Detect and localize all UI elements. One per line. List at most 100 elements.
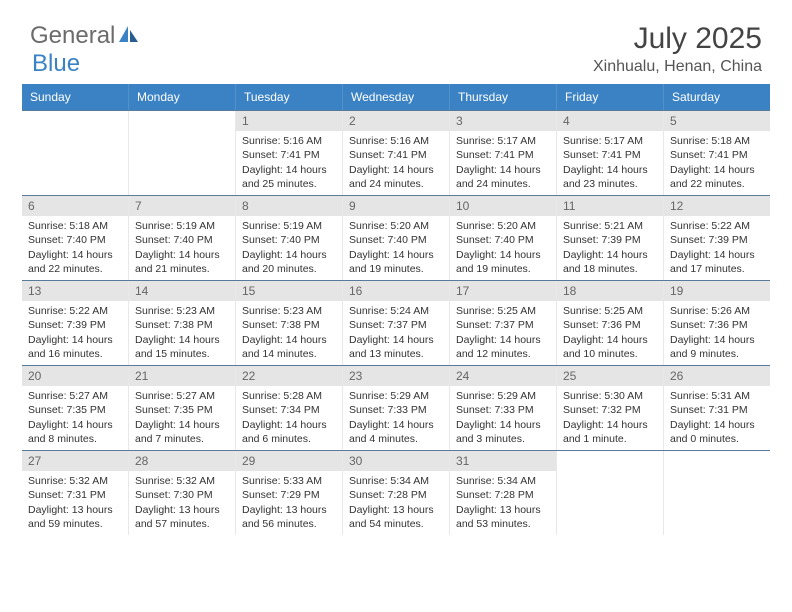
day-number: 28 [129, 451, 235, 471]
calendar-cell: 6Sunrise: 5:18 AMSunset: 7:40 PMDaylight… [22, 196, 129, 280]
calendar-row: 1Sunrise: 5:16 AMSunset: 7:41 PMDaylight… [22, 110, 770, 195]
day-text: Sunrise: 5:25 AMSunset: 7:36 PMDaylight:… [557, 301, 663, 365]
day-number: 18 [557, 281, 663, 301]
day-text: Sunrise: 5:34 AMSunset: 7:28 PMDaylight:… [450, 471, 556, 535]
title-block: July 2025 Xinhualu, Henan, China [593, 22, 762, 76]
day-text: Sunrise: 5:20 AMSunset: 7:40 PMDaylight:… [450, 216, 556, 280]
day-text: Sunrise: 5:18 AMSunset: 7:41 PMDaylight:… [664, 131, 770, 195]
calendar-cell: 1Sunrise: 5:16 AMSunset: 7:41 PMDaylight… [236, 111, 343, 195]
calendar-cell: 30Sunrise: 5:34 AMSunset: 7:28 PMDayligh… [343, 451, 450, 535]
calendar-cell: 22Sunrise: 5:28 AMSunset: 7:34 PMDayligh… [236, 366, 343, 450]
day-number: 20 [22, 366, 128, 386]
sail-icon [118, 22, 140, 50]
calendar: SundayMondayTuesdayWednesdayThursdayFrid… [0, 84, 792, 535]
day-number: 8 [236, 196, 342, 216]
day-number: 31 [450, 451, 556, 471]
day-text: Sunrise: 5:31 AMSunset: 7:31 PMDaylight:… [664, 386, 770, 450]
day-number: 13 [22, 281, 128, 301]
day-text: Sunrise: 5:16 AMSunset: 7:41 PMDaylight:… [236, 131, 342, 195]
day-text: Sunrise: 5:27 AMSunset: 7:35 PMDaylight:… [22, 386, 128, 450]
calendar-cell: 27Sunrise: 5:32 AMSunset: 7:31 PMDayligh… [22, 451, 129, 535]
calendar-row: 27Sunrise: 5:32 AMSunset: 7:31 PMDayligh… [22, 450, 770, 535]
day-number: 2 [343, 111, 449, 131]
calendar-cell: 5Sunrise: 5:18 AMSunset: 7:41 PMDaylight… [664, 111, 770, 195]
day-text: Sunrise: 5:21 AMSunset: 7:39 PMDaylight:… [557, 216, 663, 280]
calendar-header-cell: Thursday [450, 84, 557, 110]
calendar-cell: 7Sunrise: 5:19 AMSunset: 7:40 PMDaylight… [129, 196, 236, 280]
day-text: Sunrise: 5:33 AMSunset: 7:29 PMDaylight:… [236, 471, 342, 535]
day-number [129, 111, 235, 131]
calendar-cell: 2Sunrise: 5:16 AMSunset: 7:41 PMDaylight… [343, 111, 450, 195]
day-number: 10 [450, 196, 556, 216]
calendar-cell: 8Sunrise: 5:19 AMSunset: 7:40 PMDaylight… [236, 196, 343, 280]
day-text: Sunrise: 5:16 AMSunset: 7:41 PMDaylight:… [343, 131, 449, 195]
day-text: Sunrise: 5:18 AMSunset: 7:40 PMDaylight:… [22, 216, 128, 280]
day-text: Sunrise: 5:28 AMSunset: 7:34 PMDaylight:… [236, 386, 342, 450]
day-number: 27 [22, 451, 128, 471]
calendar-header-cell: Tuesday [236, 84, 343, 110]
day-text: Sunrise: 5:19 AMSunset: 7:40 PMDaylight:… [236, 216, 342, 280]
day-text: Sunrise: 5:23 AMSunset: 7:38 PMDaylight:… [129, 301, 235, 365]
calendar-cell: 21Sunrise: 5:27 AMSunset: 7:35 PMDayligh… [129, 366, 236, 450]
day-text: Sunrise: 5:30 AMSunset: 7:32 PMDaylight:… [557, 386, 663, 450]
day-number: 16 [343, 281, 449, 301]
calendar-body: 1Sunrise: 5:16 AMSunset: 7:41 PMDaylight… [22, 110, 770, 535]
day-number: 29 [236, 451, 342, 471]
day-number [664, 451, 770, 471]
calendar-cell [129, 111, 236, 195]
calendar-cell [664, 451, 770, 535]
day-text: Sunrise: 5:23 AMSunset: 7:38 PMDaylight:… [236, 301, 342, 365]
calendar-cell: 28Sunrise: 5:32 AMSunset: 7:30 PMDayligh… [129, 451, 236, 535]
calendar-cell: 10Sunrise: 5:20 AMSunset: 7:40 PMDayligh… [450, 196, 557, 280]
calendar-cell: 12Sunrise: 5:22 AMSunset: 7:39 PMDayligh… [664, 196, 770, 280]
day-number: 26 [664, 366, 770, 386]
calendar-header-cell: Saturday [664, 84, 770, 110]
calendar-row: 6Sunrise: 5:18 AMSunset: 7:40 PMDaylight… [22, 195, 770, 280]
calendar-cell: 17Sunrise: 5:25 AMSunset: 7:37 PMDayligh… [450, 281, 557, 365]
calendar-cell: 4Sunrise: 5:17 AMSunset: 7:41 PMDaylight… [557, 111, 664, 195]
calendar-cell: 15Sunrise: 5:23 AMSunset: 7:38 PMDayligh… [236, 281, 343, 365]
day-number [22, 111, 128, 131]
calendar-header-cell: Friday [557, 84, 664, 110]
header: General July 2025 Xinhualu, Henan, China [0, 0, 792, 84]
day-number: 14 [129, 281, 235, 301]
calendar-cell: 26Sunrise: 5:31 AMSunset: 7:31 PMDayligh… [664, 366, 770, 450]
calendar-cell: 9Sunrise: 5:20 AMSunset: 7:40 PMDaylight… [343, 196, 450, 280]
calendar-cell: 14Sunrise: 5:23 AMSunset: 7:38 PMDayligh… [129, 281, 236, 365]
day-number: 21 [129, 366, 235, 386]
calendar-header-cell: Wednesday [343, 84, 450, 110]
day-number: 4 [557, 111, 663, 131]
calendar-cell: 24Sunrise: 5:29 AMSunset: 7:33 PMDayligh… [450, 366, 557, 450]
day-number: 11 [557, 196, 663, 216]
calendar-row: 20Sunrise: 5:27 AMSunset: 7:35 PMDayligh… [22, 365, 770, 450]
day-number: 15 [236, 281, 342, 301]
day-number: 23 [343, 366, 449, 386]
day-text: Sunrise: 5:26 AMSunset: 7:36 PMDaylight:… [664, 301, 770, 365]
day-number [557, 451, 663, 471]
calendar-cell: 11Sunrise: 5:21 AMSunset: 7:39 PMDayligh… [557, 196, 664, 280]
day-number: 1 [236, 111, 342, 131]
day-text: Sunrise: 5:22 AMSunset: 7:39 PMDaylight:… [664, 216, 770, 280]
day-number: 3 [450, 111, 556, 131]
day-number: 9 [343, 196, 449, 216]
day-text: Sunrise: 5:32 AMSunset: 7:31 PMDaylight:… [22, 471, 128, 535]
calendar-header-cell: Monday [129, 84, 236, 110]
calendar-header-row: SundayMondayTuesdayWednesdayThursdayFrid… [22, 84, 770, 110]
calendar-cell: 13Sunrise: 5:22 AMSunset: 7:39 PMDayligh… [22, 281, 129, 365]
calendar-cell [557, 451, 664, 535]
day-text: Sunrise: 5:29 AMSunset: 7:33 PMDaylight:… [450, 386, 556, 450]
logo: General [30, 22, 140, 50]
day-text: Sunrise: 5:17 AMSunset: 7:41 PMDaylight:… [450, 131, 556, 195]
day-text: Sunrise: 5:19 AMSunset: 7:40 PMDaylight:… [129, 216, 235, 280]
day-number: 5 [664, 111, 770, 131]
day-text: Sunrise: 5:24 AMSunset: 7:37 PMDaylight:… [343, 301, 449, 365]
logo-word1: General [30, 22, 115, 50]
calendar-cell: 3Sunrise: 5:17 AMSunset: 7:41 PMDaylight… [450, 111, 557, 195]
calendar-cell: 31Sunrise: 5:34 AMSunset: 7:28 PMDayligh… [450, 451, 557, 535]
calendar-cell: 25Sunrise: 5:30 AMSunset: 7:32 PMDayligh… [557, 366, 664, 450]
calendar-cell: 23Sunrise: 5:29 AMSunset: 7:33 PMDayligh… [343, 366, 450, 450]
day-number: 25 [557, 366, 663, 386]
day-number: 7 [129, 196, 235, 216]
day-number: 30 [343, 451, 449, 471]
calendar-cell: 16Sunrise: 5:24 AMSunset: 7:37 PMDayligh… [343, 281, 450, 365]
